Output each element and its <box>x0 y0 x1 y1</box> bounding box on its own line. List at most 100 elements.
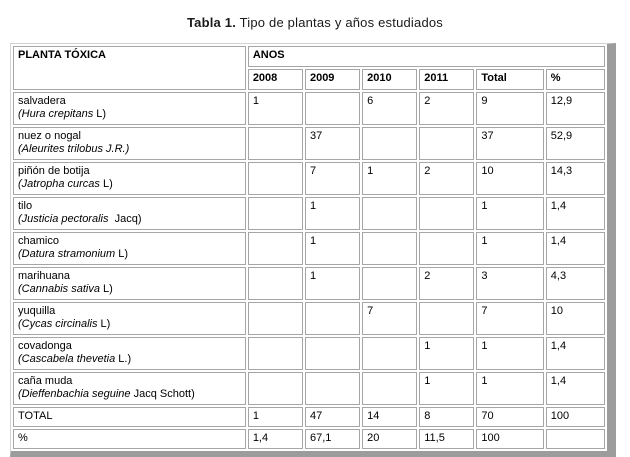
cell-total: 10 <box>476 162 544 195</box>
sci-author: L) <box>99 178 113 190</box>
total-2011: 8 <box>419 407 475 427</box>
sci-italic: (Jatropha curcas <box>18 178 100 190</box>
plant-scientific-name: (Jatropha curcas L) <box>18 178 241 191</box>
cell-percent: 52,9 <box>545 127 605 160</box>
plant-common-name: chamico <box>18 235 59 247</box>
plant-scientific-name: (Cannabis sativa L) <box>18 283 241 296</box>
cell-2010 <box>362 372 418 405</box>
percent-2009: 67,1 <box>304 429 361 449</box>
cell-2009 <box>304 302 361 335</box>
cell-2010: 6 <box>362 92 418 125</box>
sci-author: L) <box>99 283 113 295</box>
percent-2011: 11,5 <box>419 429 475 449</box>
cell-2008 <box>247 232 303 265</box>
cell-total: 1 <box>476 337 544 370</box>
cell-percent: 4,3 <box>545 267 605 300</box>
table-row: chamico (Datura stramonium L) 1 1 1,4 <box>13 232 605 265</box>
header-percent: % <box>545 69 605 90</box>
plant-common-name: caña muda <box>18 375 73 387</box>
total-2010: 14 <box>362 407 418 427</box>
plant-cell: covadonga (Cascabela thevetia L.) <box>13 337 246 370</box>
sci-italic: (Hura crepitans <box>18 108 94 120</box>
table-caption: Tabla 1. Tipo de plantas y años estudiad… <box>0 0 630 30</box>
plant-common-name: tilo <box>18 200 33 212</box>
table-row: covadonga (Cascabela thevetia L.) 1 1 1,… <box>13 337 605 370</box>
cell-total: 1 <box>476 232 544 265</box>
plant-cell: caña muda (Dieffenbachia seguine Jacq Sc… <box>13 372 246 405</box>
plant-common-name: covadonga <box>18 340 72 352</box>
caption-text: Tipo de plantas y años estudiados <box>236 15 444 30</box>
sci-italic: (Dieffenbachia seguine <box>18 388 131 400</box>
total-row: TOTAL 1 47 14 8 70 100 <box>13 407 605 427</box>
cell-2011: 1 <box>419 337 475 370</box>
plant-cell: marihuana (Cannabis sativa L) <box>13 267 246 300</box>
cell-2010 <box>362 267 418 300</box>
cell-2011: 2 <box>419 92 475 125</box>
plant-scientific-name: (Aleurites trilobus J.R.) <box>18 143 241 156</box>
cell-2010 <box>362 197 418 230</box>
plant-scientific-name: (Cycas circinalis L) <box>18 318 241 331</box>
cell-2009: 1 <box>304 267 361 300</box>
sci-author: L) <box>93 108 107 120</box>
cell-percent: 1,4 <box>545 232 605 265</box>
plant-cell: tilo (Justicia pectoralis Jacq) <box>13 197 246 230</box>
cell-2010 <box>362 232 418 265</box>
cell-2011: 1 <box>419 372 475 405</box>
cell-2011: 2 <box>419 267 475 300</box>
caption-label: Tabla 1. <box>186 15 237 30</box>
sci-italic: (Justicia pectoralis <box>18 213 109 225</box>
table-row: piñón de botija (Jatropha curcas L) 7 1 … <box>13 162 605 195</box>
cell-2010: 7 <box>362 302 418 335</box>
sci-italic: (Datura stramonium <box>18 248 116 260</box>
cell-2008 <box>247 197 303 230</box>
percent-percent <box>545 429 605 449</box>
percent-2010: 20 <box>362 429 418 449</box>
cell-2011 <box>419 197 475 230</box>
table-container: PLANTA TÓXICA ANOS 2008 2009 2010 2011 T… <box>10 43 616 457</box>
cell-2008 <box>247 267 303 300</box>
percent-label: % <box>13 429 246 449</box>
table-row: tilo (Justicia pectoralis Jacq) 1 1 1,4 <box>13 197 605 230</box>
cell-2009: 1 <box>304 197 361 230</box>
sci-author: Jacq Schott) <box>130 388 195 400</box>
plant-scientific-name: (Justicia pectoralis Jacq) <box>18 213 241 226</box>
cell-percent: 14,3 <box>545 162 605 195</box>
cell-2008 <box>247 302 303 335</box>
sci-author: L) <box>97 318 111 330</box>
plant-scientific-name: (Hura crepitans L) <box>18 108 241 121</box>
total-2008: 1 <box>247 407 303 427</box>
cell-total: 1 <box>476 197 544 230</box>
table-row: yuquilla (Cycas circinalis L) 7 7 10 <box>13 302 605 335</box>
percent-2008: 1,4 <box>247 429 303 449</box>
header-row-years: 2008 2009 2010 2011 Total % <box>13 69 605 90</box>
cell-total: 1 <box>476 372 544 405</box>
plant-cell: nuez o nogal (Aleurites trilobus J.R.) <box>13 127 246 160</box>
cell-total: 9 <box>476 92 544 125</box>
sci-italic: (Cycas circinalis <box>18 318 98 330</box>
percent-row: % 1,4 67,1 20 11,5 100 <box>13 429 605 449</box>
plants-years-table: PLANTA TÓXICA ANOS 2008 2009 2010 2011 T… <box>11 44 607 451</box>
plant-common-name: yuquilla <box>18 305 56 317</box>
table-row: marihuana (Cannabis sativa L) 1 2 3 4,3 <box>13 267 605 300</box>
cell-2009: 1 <box>304 232 361 265</box>
total-percent: 100 <box>545 407 605 427</box>
cell-2008: 1 <box>247 92 303 125</box>
cell-percent: 10 <box>545 302 605 335</box>
cell-2008 <box>247 337 303 370</box>
plant-cell: yuquilla (Cycas circinalis L) <box>13 302 246 335</box>
cell-2009 <box>304 337 361 370</box>
cell-2011: 2 <box>419 162 475 195</box>
header-row-group: PLANTA TÓXICA ANOS <box>13 46 605 90</box>
cell-2011 <box>419 127 475 160</box>
table-row: salvadera (Hura crepitans L) 1 6 2 9 12,… <box>13 92 605 125</box>
table-row: nuez o nogal (Aleurites trilobus J.R.) 3… <box>13 127 605 160</box>
total-2009: 47 <box>304 407 361 427</box>
header-anos: ANOS <box>247 46 605 67</box>
plant-common-name: marihuana <box>18 270 70 282</box>
sci-author: L.) <box>115 353 132 365</box>
sci-italic: (Cannabis sativa <box>18 283 100 295</box>
header-planta-toxica: PLANTA TÓXICA <box>13 46 246 90</box>
header-2010: 2010 <box>362 69 418 90</box>
plant-scientific-name: (Cascabela thevetia L.) <box>18 353 241 366</box>
percent-total: 100 <box>476 429 544 449</box>
